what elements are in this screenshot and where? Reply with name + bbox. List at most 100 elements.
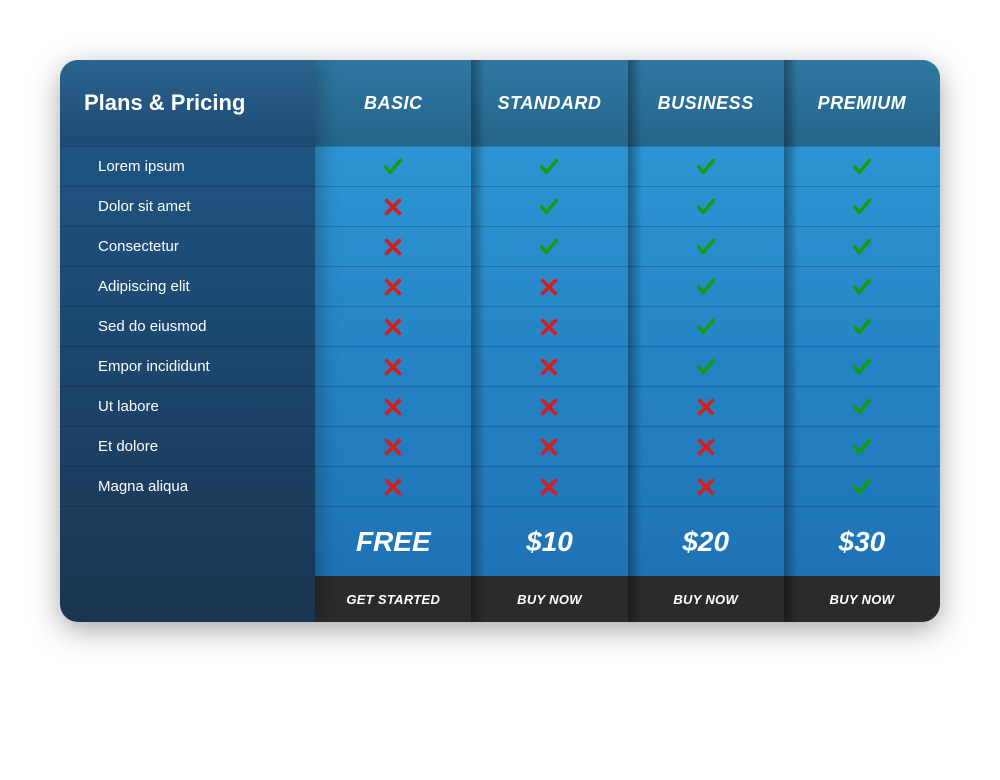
buy-now-button[interactable]: BUY NOW xyxy=(471,576,627,622)
buy-now-button[interactable]: BUY NOW xyxy=(628,576,784,622)
feature-row: Adipiscing elit xyxy=(60,266,315,306)
feature-row: Sed do eiusmod xyxy=(60,306,315,346)
plan-column-business: BUSINESS$20BUY NOW xyxy=(628,60,784,622)
cross-icon xyxy=(695,476,717,498)
check-icon xyxy=(851,276,873,298)
excluded-cell xyxy=(315,266,471,306)
cross-icon xyxy=(382,236,404,258)
excluded-cell xyxy=(471,266,627,306)
excluded-cell xyxy=(471,426,627,466)
included-cell xyxy=(471,186,627,226)
excluded-cell xyxy=(315,466,471,506)
check-icon xyxy=(695,236,717,258)
cross-icon xyxy=(538,276,560,298)
included-cell xyxy=(784,186,940,226)
check-icon xyxy=(851,196,873,218)
excluded-cell xyxy=(315,426,471,466)
plan-name: BASIC xyxy=(315,60,471,146)
plan-price: $10 xyxy=(471,506,627,576)
excluded-cell xyxy=(315,386,471,426)
check-icon xyxy=(851,316,873,338)
excluded-cell xyxy=(628,386,784,426)
excluded-cell xyxy=(471,386,627,426)
check-icon xyxy=(382,156,404,178)
feature-row: Consectetur xyxy=(60,226,315,266)
cross-icon xyxy=(382,276,404,298)
cross-icon xyxy=(382,196,404,218)
excluded-cell xyxy=(315,346,471,386)
plan-name: BUSINESS xyxy=(628,60,784,146)
check-icon xyxy=(851,356,873,378)
cross-icon xyxy=(382,356,404,378)
feature-row: Ut labore xyxy=(60,386,315,426)
check-icon xyxy=(851,236,873,258)
excluded-cell xyxy=(471,346,627,386)
check-icon xyxy=(695,156,717,178)
plan-price: $30 xyxy=(784,506,940,576)
check-icon xyxy=(538,196,560,218)
check-icon xyxy=(695,316,717,338)
excluded-cell xyxy=(628,466,784,506)
included-cell xyxy=(628,346,784,386)
included-cell xyxy=(628,266,784,306)
cross-icon xyxy=(382,436,404,458)
features-spacer xyxy=(60,506,315,622)
excluded-cell xyxy=(471,466,627,506)
buy-now-button[interactable]: BUY NOW xyxy=(784,576,940,622)
included-cell xyxy=(315,146,471,186)
check-icon xyxy=(851,156,873,178)
plan-column-basic: BASIC FREEGET STARTED xyxy=(315,60,471,622)
check-icon xyxy=(695,276,717,298)
cross-icon xyxy=(382,316,404,338)
check-icon xyxy=(695,356,717,378)
feature-row: Magna aliqua xyxy=(60,466,315,506)
check-icon xyxy=(851,476,873,498)
included-cell xyxy=(471,146,627,186)
feature-row: Lorem ipsum xyxy=(60,146,315,186)
included-cell xyxy=(784,266,940,306)
cross-icon xyxy=(695,396,717,418)
included-cell xyxy=(784,306,940,346)
excluded-cell xyxy=(628,426,784,466)
cross-icon xyxy=(538,316,560,338)
check-icon xyxy=(538,156,560,178)
included-cell xyxy=(628,146,784,186)
excluded-cell xyxy=(315,186,471,226)
included-cell xyxy=(784,466,940,506)
check-icon xyxy=(851,436,873,458)
included-cell xyxy=(784,386,940,426)
pricing-title: Plans & Pricing xyxy=(60,60,315,146)
feature-row: Dolor sit amet xyxy=(60,186,315,226)
cross-icon xyxy=(538,396,560,418)
included-cell xyxy=(784,346,940,386)
included-cell xyxy=(628,186,784,226)
cross-icon xyxy=(538,436,560,458)
included-cell xyxy=(784,146,940,186)
check-icon xyxy=(695,196,717,218)
cross-icon xyxy=(382,476,404,498)
check-icon xyxy=(538,236,560,258)
plan-column-premium: PREMIUM $30BUY NOW xyxy=(784,60,940,622)
plan-name: STANDARD xyxy=(471,60,627,146)
check-icon xyxy=(851,396,873,418)
included-cell xyxy=(471,226,627,266)
plan-price: FREE xyxy=(315,506,471,576)
cross-icon xyxy=(538,476,560,498)
pricing-table: Plans & PricingLorem ipsumDolor sit amet… xyxy=(60,60,940,622)
get-started-button[interactable]: GET STARTED xyxy=(315,576,471,622)
included-cell xyxy=(628,306,784,346)
excluded-cell xyxy=(315,226,471,266)
plan-name: PREMIUM xyxy=(784,60,940,146)
excluded-cell xyxy=(471,306,627,346)
included-cell xyxy=(784,426,940,466)
plan-column-standard: STANDARD $10BUY NOW xyxy=(471,60,627,622)
feature-row: Et dolore xyxy=(60,426,315,466)
cross-icon xyxy=(538,356,560,378)
cross-icon xyxy=(382,396,404,418)
features-column: Plans & PricingLorem ipsumDolor sit amet… xyxy=(60,60,315,622)
excluded-cell xyxy=(315,306,471,346)
included-cell xyxy=(784,226,940,266)
included-cell xyxy=(628,226,784,266)
feature-row: Empor incididunt xyxy=(60,346,315,386)
cross-icon xyxy=(695,436,717,458)
